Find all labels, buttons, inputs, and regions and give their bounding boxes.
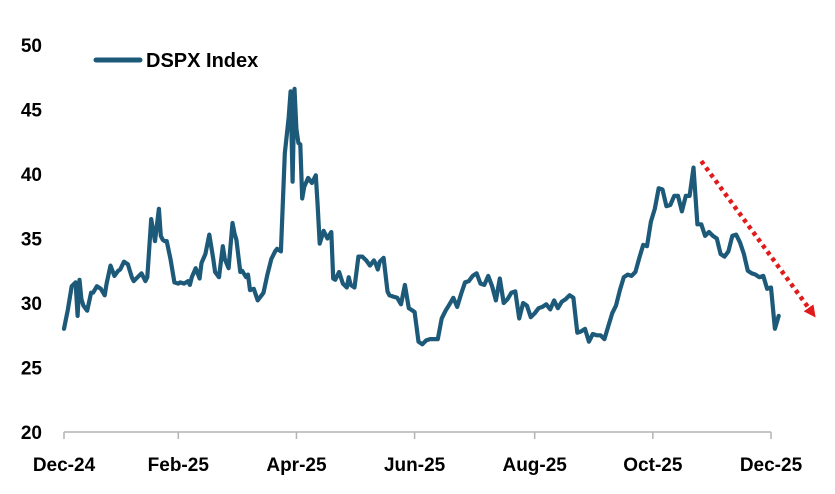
x-tick-label: Apr-25 xyxy=(266,455,327,476)
y-tick-label: 40 xyxy=(21,165,42,186)
y-axis: 20 25 30 35 40 45 50 xyxy=(21,36,43,444)
y-tick-label: 25 xyxy=(21,359,43,380)
y-tick-label: 35 xyxy=(21,230,43,251)
y-tick-label: 50 xyxy=(21,36,42,57)
x-tick-label: Oct-25 xyxy=(623,455,683,476)
y-tick-label: 45 xyxy=(21,101,43,122)
y-tick-label: 30 xyxy=(21,294,42,315)
trend-arrow xyxy=(699,159,816,318)
x-tick-label: Feb-25 xyxy=(148,455,210,476)
y-tick-label: 20 xyxy=(21,423,42,444)
x-tick-label: Jun-25 xyxy=(384,455,446,476)
x-tick-label: Dec-25 xyxy=(740,455,803,476)
series-line-dspx-index xyxy=(61,86,781,347)
x-tick-label: Dec-24 xyxy=(33,455,96,476)
x-axis: Dec-24 Feb-25 Apr-25 Jun-25 Aug-25 Oct-25 Dec-… xyxy=(33,431,803,476)
x-tick-label: Aug-25 xyxy=(502,455,567,476)
legend: DSPX Index xyxy=(93,50,258,72)
legend-label: DSPX Index xyxy=(146,50,258,72)
